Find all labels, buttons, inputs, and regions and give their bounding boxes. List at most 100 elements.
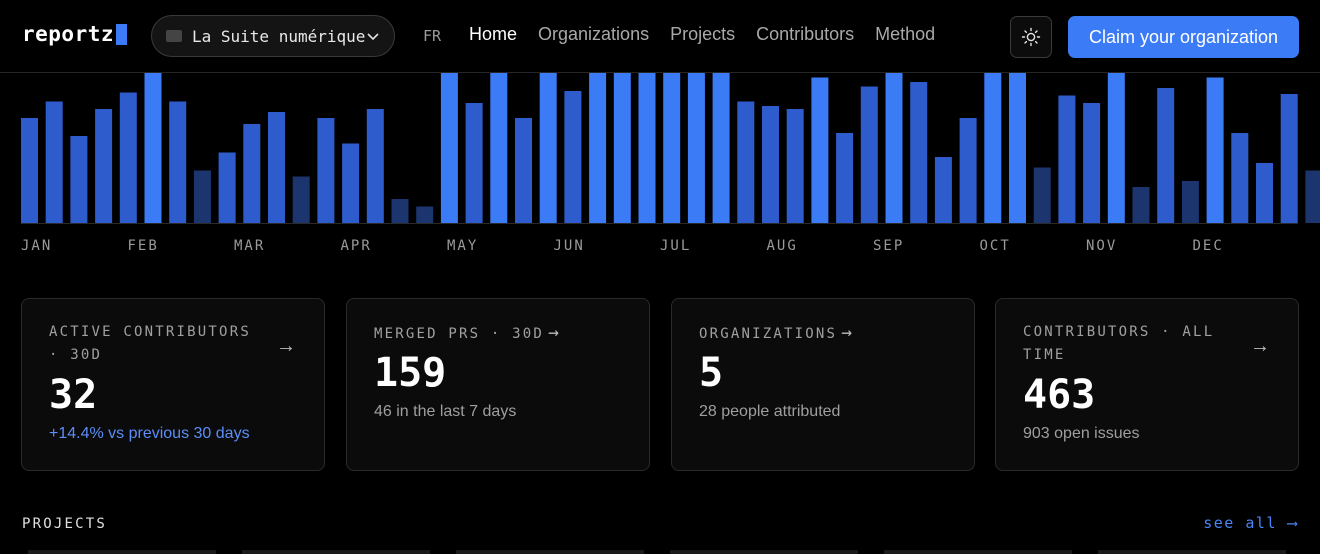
stat-subtext: 903 open issues — [1023, 425, 1140, 442]
suite-selector[interactable]: La Suite numérique — [151, 15, 395, 57]
chart-bar[interactable] — [811, 77, 829, 224]
chart-month-label: JAN — [21, 238, 52, 254]
stat-label: CONTRIBUTORS · ALL TIME — [1023, 324, 1215, 363]
chart-bar[interactable] — [416, 206, 434, 224]
stat-card-merged-prs[interactable]: MERGED PRS · 30D → 159 46 in the last 7 d… — [346, 298, 650, 471]
project-card[interactable] — [884, 550, 1072, 554]
project-card[interactable] — [670, 550, 858, 554]
chart-month-label: APR — [341, 238, 372, 254]
stat-subtext: 28 people attributed — [699, 403, 841, 420]
chart-bar[interactable] — [515, 118, 532, 223]
chart-bar[interactable] — [687, 73, 705, 223]
chart-bar[interactable] — [613, 73, 631, 223]
chart-bar[interactable] — [391, 199, 409, 223]
top-header: reportz La Suite numérique FR Home Organ… — [0, 0, 1320, 73]
chart-month-label: JUL — [660, 238, 691, 254]
stat-card-active-contributors[interactable]: ACTIVE CONTRIBUTORS · 30D → 32 +14.4% vs… — [21, 298, 325, 471]
language-toggle[interactable]: FR — [423, 27, 442, 45]
chart-bar[interactable] — [243, 124, 261, 223]
chart-bar[interactable] — [762, 106, 779, 223]
chart-bar[interactable] — [1083, 103, 1101, 223]
chart-bar[interactable] — [959, 118, 977, 223]
chart-bar[interactable] — [1280, 94, 1298, 223]
nav-organizations[interactable]: Organizations — [538, 24, 650, 44]
claim-organization-button[interactable]: Claim your organization — [1068, 16, 1299, 58]
chart-bar[interactable] — [663, 73, 681, 223]
chart-bar[interactable] — [366, 109, 384, 223]
chart-bar[interactable] — [21, 118, 38, 223]
chart-bar[interactable] — [1181, 181, 1199, 223]
logo-text: reportz — [22, 22, 115, 46]
chart-bar[interactable] — [1157, 88, 1175, 223]
chart-bar[interactable] — [910, 82, 928, 223]
chart-bar[interactable] — [836, 133, 854, 223]
logo[interactable]: reportz — [22, 22, 128, 46]
project-card[interactable] — [1098, 550, 1286, 554]
suite-swatch-icon — [166, 30, 182, 42]
arrow-right-icon: → — [276, 335, 296, 357]
chart-bar[interactable] — [144, 73, 162, 223]
chart-bar[interactable] — [934, 157, 952, 223]
chart-bar[interactable] — [317, 118, 335, 223]
stat-label: MERGED PRS · 30D → — [374, 321, 589, 346]
chart-bar[interactable] — [1107, 73, 1125, 223]
nav-contributors[interactable]: Contributors — [756, 24, 855, 44]
chart-bar[interactable] — [1231, 133, 1249, 223]
chart-month-label: MAR — [234, 238, 265, 254]
arrow-right-icon: → — [548, 322, 559, 343]
project-card[interactable] — [456, 550, 644, 554]
theme-toggle-button[interactable] — [1010, 16, 1052, 58]
chart-bar[interactable] — [786, 109, 804, 223]
chart-bar[interactable] — [119, 92, 137, 224]
chart-bar[interactable] — [712, 73, 730, 223]
chart-month-label: MAY — [447, 238, 478, 254]
chart-bar[interactable] — [1256, 163, 1273, 223]
see-all-projects-link[interactable]: see all ⟶ — [1203, 514, 1298, 532]
chart-bar[interactable] — [169, 101, 187, 224]
chart-bar[interactable] — [860, 86, 878, 224]
stat-label-text: ORGANIZATIONS — [699, 326, 838, 342]
chart-bar[interactable] — [342, 143, 360, 224]
nav-home[interactable]: Home — [469, 24, 518, 44]
chart-bar[interactable] — [1305, 170, 1320, 224]
chart-bar[interactable] — [440, 73, 458, 223]
nav-method[interactable]: Method — [875, 24, 936, 44]
stat-value: 32 — [49, 372, 98, 418]
projects-section-title: PROJECTS — [22, 516, 108, 532]
chart-bar[interactable] — [1058, 95, 1076, 224]
chart-bar[interactable] — [193, 170, 211, 224]
chart-bar[interactable] — [490, 73, 508, 223]
stat-card-contributors-all-time[interactable]: CONTRIBUTORS · ALL TIME → 463 903 open i… — [995, 298, 1299, 471]
chart-bar[interactable] — [45, 101, 63, 224]
chevron-down-icon — [367, 33, 379, 41]
chart-month-label: FEB — [128, 238, 159, 254]
chart-bar[interactable] — [1009, 73, 1026, 223]
chart-bar[interactable] — [292, 176, 310, 224]
chart-month-label: DEC — [1193, 238, 1224, 254]
stat-card-organizations[interactable]: ORGANIZATIONS → 5 28 people attributed — [671, 298, 975, 471]
chart-bar[interactable] — [1132, 187, 1150, 223]
stat-value: 5 — [699, 350, 724, 396]
chart-bar[interactable] — [70, 136, 88, 223]
chart-bar[interactable] — [984, 73, 1002, 223]
chart-bar[interactable] — [737, 101, 755, 224]
stat-label-text: MERGED PRS · 30D — [374, 326, 545, 342]
chart-bar[interactable] — [589, 73, 607, 223]
chart-bar[interactable] — [885, 73, 903, 223]
chart-month-label: SEP — [873, 238, 904, 254]
project-card[interactable] — [28, 550, 216, 554]
chart-bar[interactable] — [268, 112, 285, 223]
chart-bar[interactable] — [1206, 77, 1224, 224]
chart-bar[interactable] — [1033, 167, 1051, 224]
suite-selector-label: La Suite numérique — [192, 26, 366, 46]
nav-projects[interactable]: Projects — [670, 24, 736, 44]
project-card[interactable] — [242, 550, 430, 554]
chart-bar[interactable] — [564, 91, 582, 223]
chart-bar[interactable] — [465, 103, 483, 223]
chart-bar[interactable] — [218, 152, 236, 224]
sun-icon — [1021, 27, 1041, 47]
chart-bar[interactable] — [638, 73, 656, 223]
stat-label: ACTIVE CONTRIBUTORS · 30D — [49, 324, 251, 363]
chart-bar[interactable] — [95, 109, 113, 223]
chart-bar[interactable] — [539, 73, 557, 223]
